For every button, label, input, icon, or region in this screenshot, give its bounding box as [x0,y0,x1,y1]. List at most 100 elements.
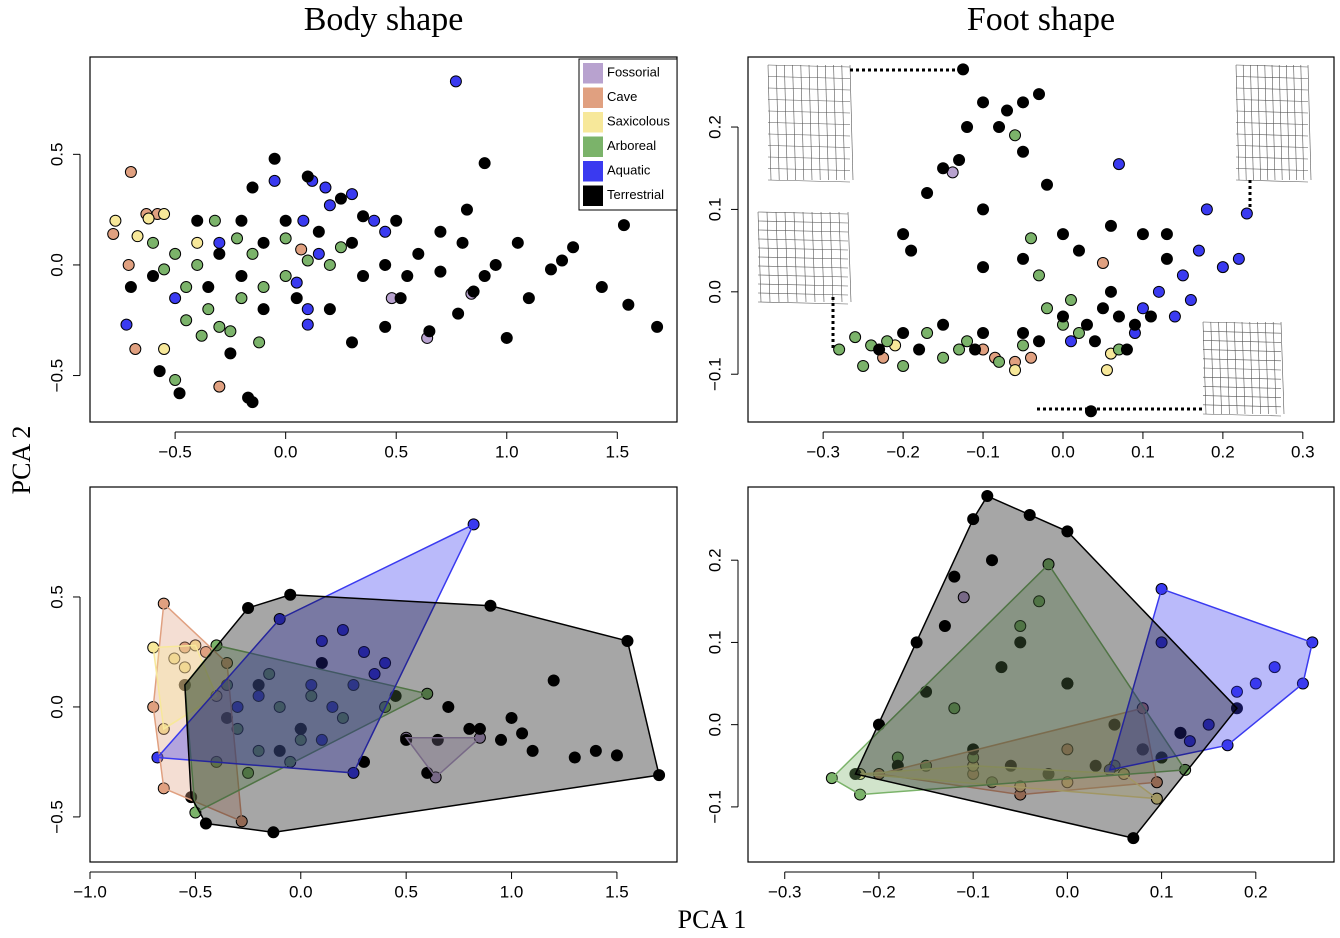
point [1128,318,1141,331]
point [948,570,961,583]
x-tick-label: 1.5 [605,882,629,901]
point [253,336,266,349]
point [147,236,160,249]
y-tick-label: −0.5 [47,359,66,393]
inset-grid [1271,64,1276,181]
inset-grid [1235,122,1309,125]
point [423,325,436,338]
point [347,678,360,691]
inset-grid [825,64,829,181]
inset-grid [1235,168,1309,171]
point [589,744,602,757]
point [957,591,970,604]
inset-grid [757,292,849,296]
point [191,236,204,249]
point [1064,335,1077,348]
hull [1108,588,1314,771]
inset-grid [767,110,851,114]
x-tick-label: 0.1 [1131,442,1155,461]
point [913,343,926,356]
point [202,303,215,316]
inset-grid [757,238,849,242]
point [977,96,990,109]
point [957,63,970,76]
point [358,645,371,658]
point [1230,685,1243,698]
legend-label: Cave [607,89,637,104]
point [1072,244,1085,257]
legend-swatch [583,112,603,133]
x-tick-label: 0.1 [1150,882,1174,901]
inset-grid [1202,367,1282,371]
point [547,674,560,687]
panel: Foot shape −0.3 −0.2 −0.1 0.0 0.1 0.2 0.3 −0.1 0.… [705,1,1335,461]
inset-grid [775,211,780,303]
inset-grid [847,211,852,303]
point [224,325,237,338]
point [434,265,447,278]
point [1108,718,1121,731]
x-tick-label: 0.0 [289,882,313,901]
point [195,329,208,342]
point [449,75,462,88]
inset-grid [792,64,796,181]
legend-swatch [583,185,603,206]
point [1072,327,1085,340]
point [1084,405,1097,418]
point [279,214,292,227]
point [595,281,608,294]
y-tick-label: −0.5 [47,800,66,834]
point [897,228,910,241]
point [568,751,581,764]
point [107,227,120,240]
point [1009,364,1022,377]
inset-grid [849,64,854,181]
inset-grid [1293,64,1297,181]
inset-grid [1202,330,1282,334]
point [120,318,133,331]
point [213,247,226,260]
point [1017,339,1030,352]
plot-frame [89,56,678,423]
hull [184,594,661,834]
point [1200,203,1213,216]
point [1202,718,1215,731]
legend-label: Fossorial [607,65,660,80]
inset-grid [838,211,843,303]
point [1064,294,1077,307]
point [1136,302,1149,315]
inset-grid [1202,413,1282,417]
point [1136,743,1149,756]
point [921,327,934,340]
x-tick-label: −0.1 [966,442,1000,461]
point [301,254,314,267]
point [312,225,325,238]
inset-grid [1202,376,1282,380]
legend-label: Arboreal [607,138,656,153]
point [511,236,524,249]
point [315,733,328,746]
point [516,727,529,740]
point [857,359,870,372]
inset-grid [1202,395,1282,398]
point [246,181,259,194]
inset-grid [1218,321,1222,415]
legend-swatch [583,87,603,108]
inset-grid [1257,64,1261,181]
legend-label: Aquatic [607,163,651,178]
point [168,652,181,665]
point [357,270,370,282]
point [1080,318,1093,331]
point [948,702,961,715]
panel: −0.3 −0.2 −0.1 0.0 0.1 0.2 −0.1 0.0 0.1 0.2 [705,486,1335,901]
point [1056,310,1069,323]
y-tick-label: 0.2 [705,548,724,572]
x-tick-label: −0.1 [956,882,990,901]
point [452,307,465,320]
point [456,236,469,249]
hull [830,563,1187,796]
point [273,700,286,713]
point [301,303,314,316]
point [1144,310,1157,323]
